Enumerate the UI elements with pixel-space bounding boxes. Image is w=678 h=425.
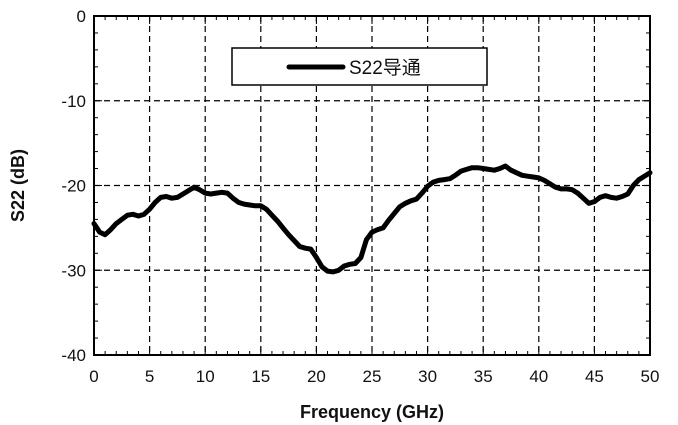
y-tick-label: -40 (61, 346, 86, 365)
x-axis-tick-labels: 0 5 10 15 20 25 30 35 40 45 50 (89, 367, 659, 386)
y-tick-label: -20 (61, 177, 86, 196)
x-tick-label: 30 (418, 367, 437, 386)
legend: S22导通 (231, 47, 488, 86)
y-tick-label: -10 (61, 92, 86, 111)
x-tick-label: 15 (251, 367, 270, 386)
legend-box (231, 47, 488, 86)
x-tick-label: 50 (641, 367, 660, 386)
x-tick-label: 25 (363, 367, 382, 386)
legend-label-s22: S22导通 (349, 57, 421, 79)
plot-area-frame (93, 15, 651, 356)
y-axis-label: S22 (dB) (8, 149, 28, 222)
x-tick-label: 0 (89, 367, 98, 386)
x-tick-label: 10 (196, 367, 215, 386)
x-tick-label: 40 (529, 367, 548, 386)
x-tick-label: 20 (307, 367, 326, 386)
x-tick-label: 35 (474, 367, 493, 386)
x-axis-label: Frequency (GHz) (300, 402, 444, 422)
series-layer (91, 163, 653, 275)
y-tick-label: 0 (77, 7, 86, 26)
y-tick-label: -30 (61, 261, 86, 280)
x-tick-label: 5 (145, 367, 154, 386)
series-line (91, 163, 653, 275)
y-axis-tick-labels: 0 -10 -20 -30 -40 (61, 7, 86, 365)
x-tick-label: 45 (585, 367, 604, 386)
